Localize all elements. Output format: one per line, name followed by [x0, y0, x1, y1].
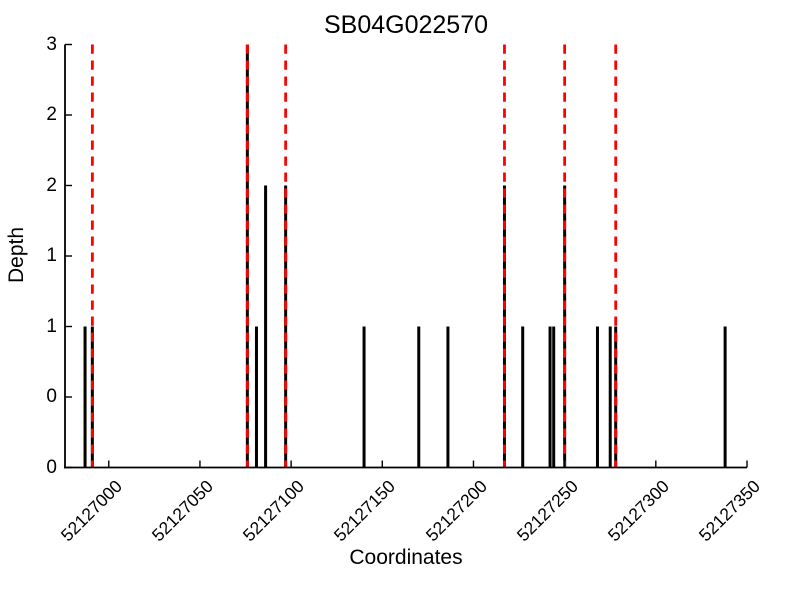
y-tick-label: 2	[46, 174, 57, 196]
chart-title: SB04G022570	[323, 11, 489, 39]
y-tick-label: 1	[46, 245, 57, 266]
y-tick-label: 3	[46, 33, 57, 55]
y-tick-label: 0	[46, 386, 57, 407]
y-tick-label: 2	[46, 104, 57, 125]
y-tick-label: 0	[46, 456, 57, 478]
x-axis-label: Coordinates	[349, 546, 463, 569]
y-tick-label: 1	[46, 315, 57, 337]
